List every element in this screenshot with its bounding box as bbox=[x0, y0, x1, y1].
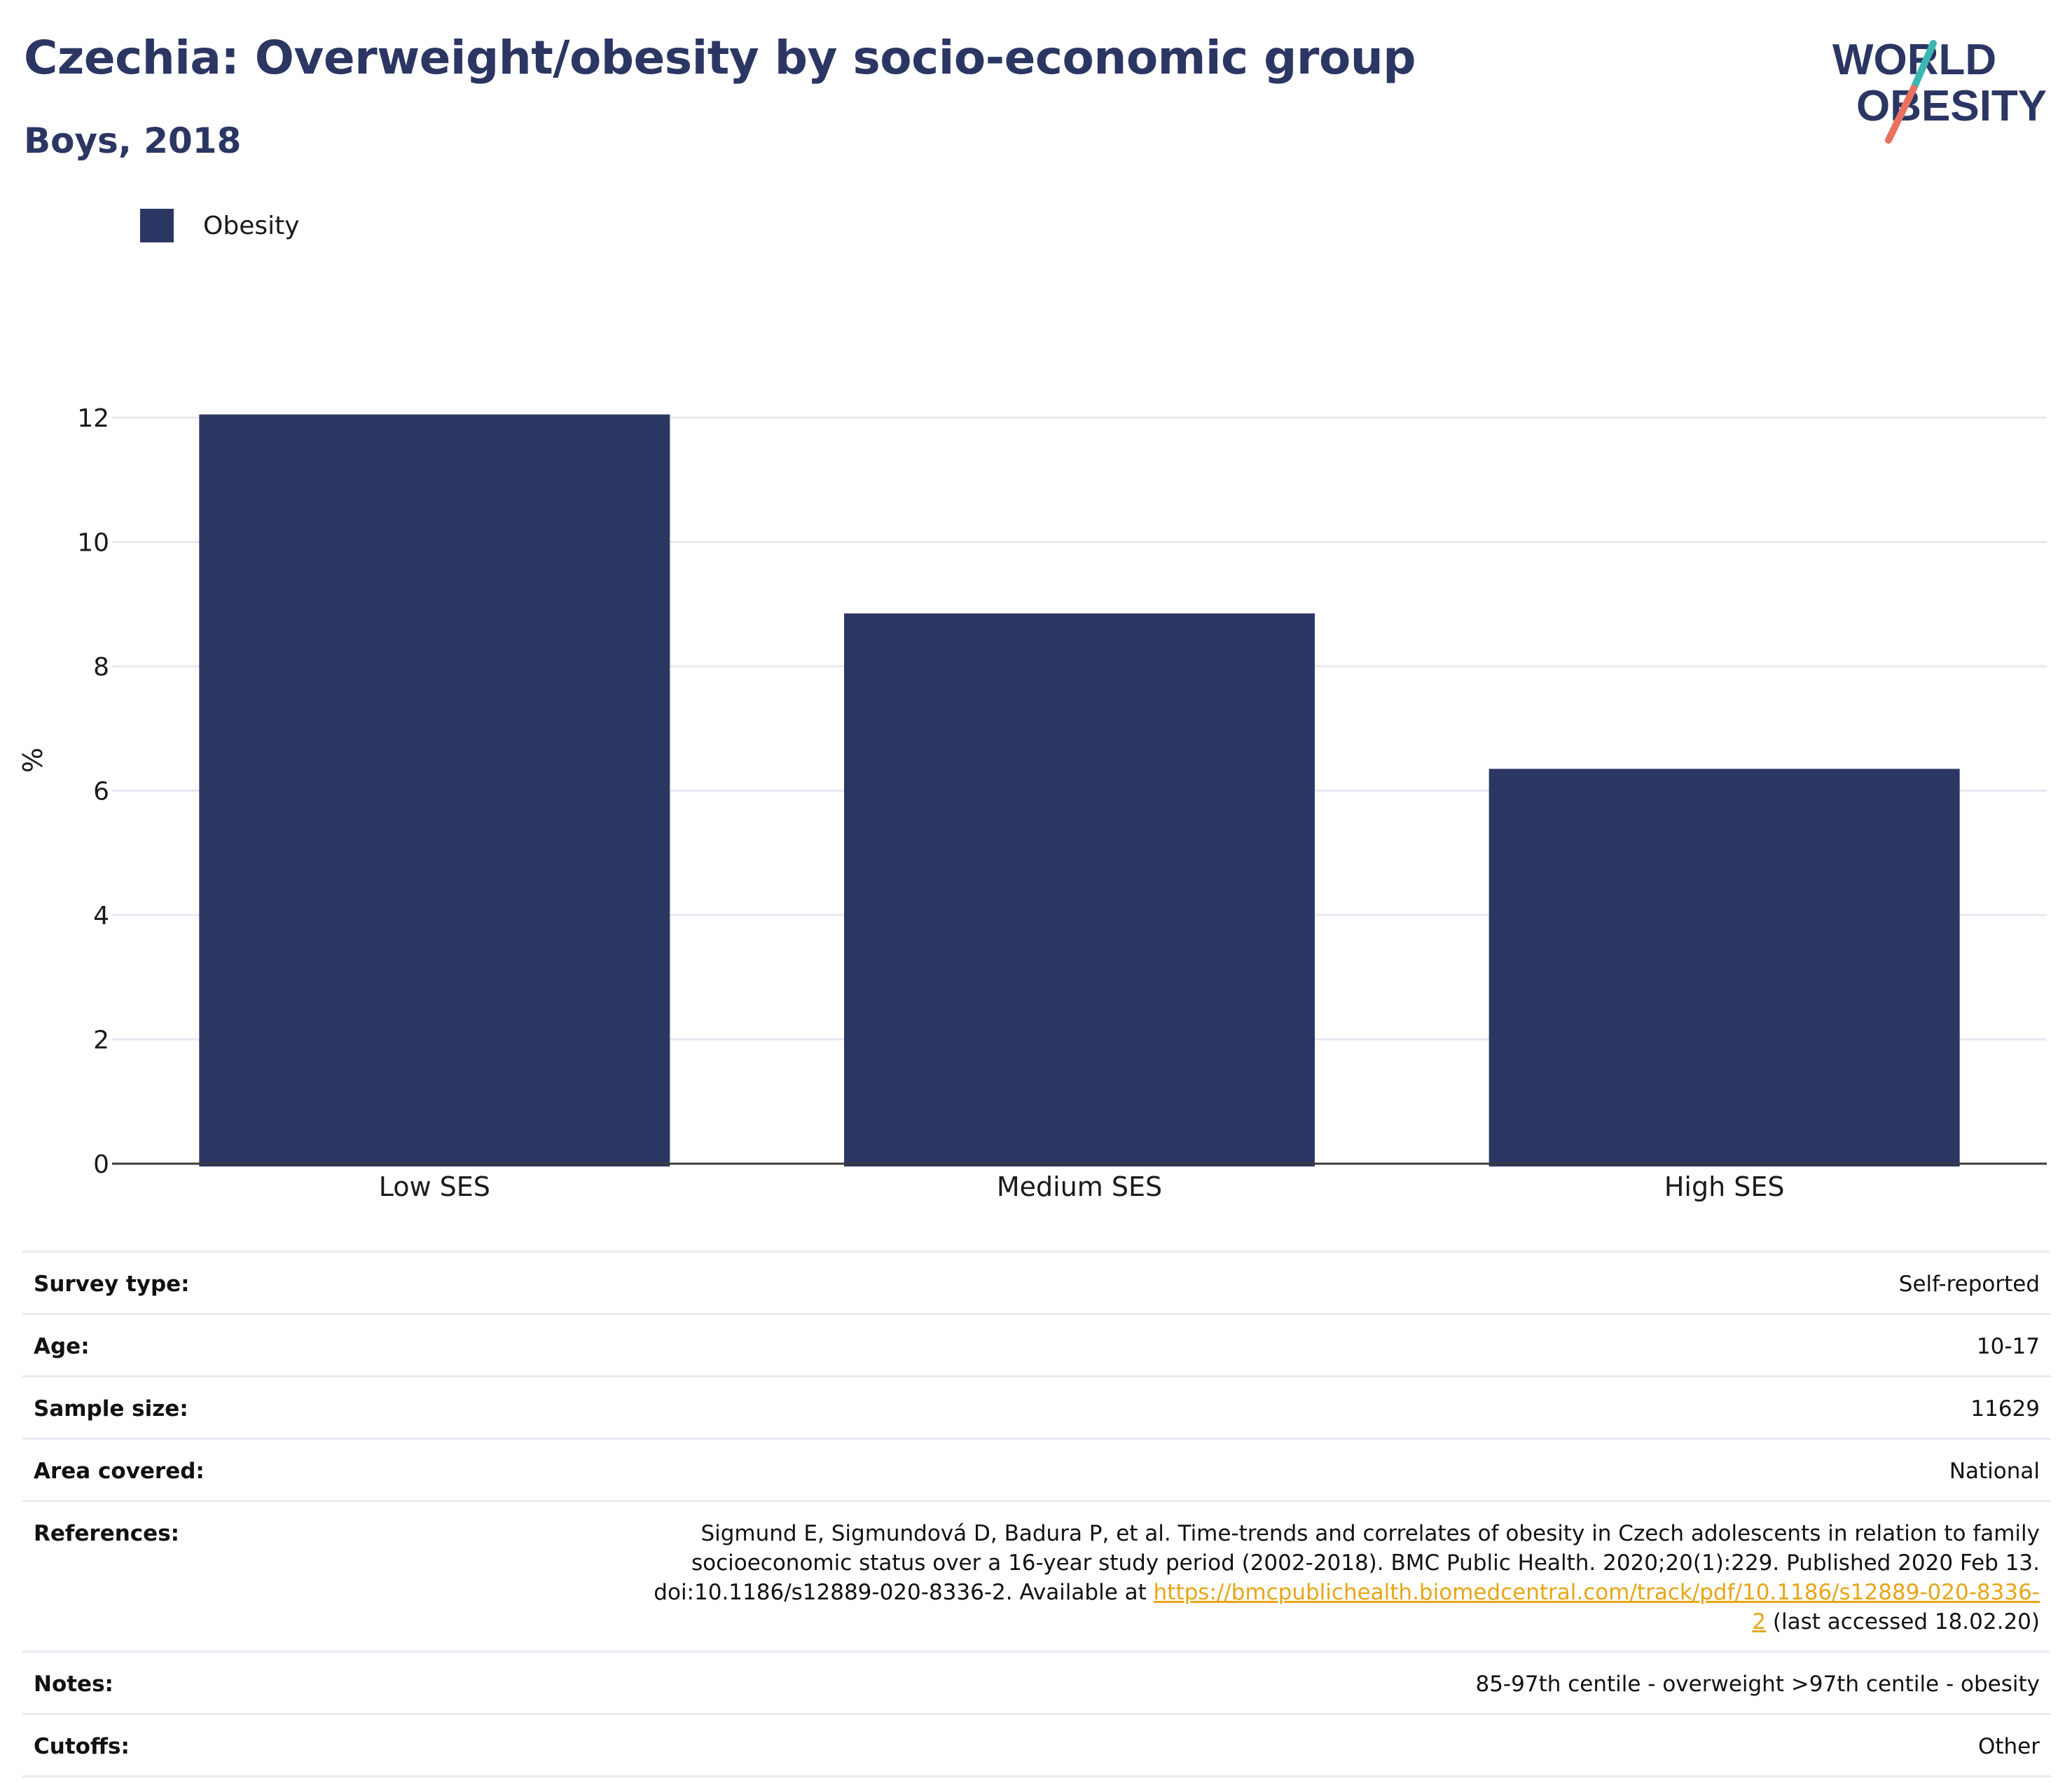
bar-high-ses bbox=[1489, 769, 1960, 1166]
meta-value-area-covered: National bbox=[1949, 1459, 2040, 1484]
y-tick-label: 12 bbox=[77, 404, 109, 433]
y-tick-label: 4 bbox=[93, 902, 109, 930]
reference-text: Sigmund E, Sigmundová D, Badura P, et al… bbox=[654, 1521, 2040, 1605]
metadata-table: Survey type: Self-reported Age: 10-17 Sa… bbox=[22, 1251, 2051, 1777]
meta-value-cutoffs: Other bbox=[1977, 1734, 2040, 1759]
chart-title: Czechia: Overweight/obesity by socio-eco… bbox=[24, 31, 1416, 85]
meta-row-references: References: Sigmund E, Sigmundová D, Bad… bbox=[22, 1500, 2051, 1651]
meta-value-notes: 85-97th centile - overweight >97th centi… bbox=[1475, 1672, 2040, 1697]
meta-value-survey-type: Self-reported bbox=[1898, 1272, 2040, 1297]
x-tick-label: Medium SES bbox=[997, 1171, 1162, 1202]
reference-link[interactable]: https://bmcpublichealth.biomedcentral.co… bbox=[1153, 1580, 2040, 1634]
meta-value-references: Sigmund E, Sigmundová D, Badura P, et al… bbox=[653, 1519, 2040, 1637]
y-tick-label: 10 bbox=[77, 529, 109, 558]
meta-key-references: References: bbox=[34, 1521, 180, 1546]
legend-swatch-obesity bbox=[140, 209, 174, 242]
world-obesity-logo: WORLD OBESITY bbox=[1832, 36, 2047, 144]
y-tick-labels: 0 2 4 6 8 10 12 bbox=[77, 404, 109, 1179]
logo-word-obesity: OBESITY bbox=[1856, 82, 2047, 130]
y-tick-label: 8 bbox=[93, 653, 109, 682]
meta-value-sample-size: 11629 bbox=[1970, 1396, 2040, 1421]
y-tick-label: 2 bbox=[93, 1026, 109, 1055]
logo-word-world: WORLD bbox=[1832, 36, 1996, 84]
y-tick-label: 6 bbox=[93, 778, 109, 806]
logo-slash-teal bbox=[1910, 40, 1937, 92]
meta-key-age: Age: bbox=[34, 1334, 90, 1359]
meta-row-age: Age: 10-17 bbox=[22, 1313, 2051, 1375]
legend[interactable]: Obesity bbox=[140, 209, 300, 242]
meta-key-area-covered: Area covered: bbox=[34, 1459, 205, 1484]
meta-row-sample-size: Sample size: 11629 bbox=[22, 1375, 2051, 1438]
meta-key-survey-type: Survey type: bbox=[34, 1272, 190, 1297]
meta-key-cutoffs: Cutoffs: bbox=[34, 1734, 130, 1759]
bar-chart: 0 2 4 6 8 10 12 Low SES Medium SES High SES % bbox=[18, 404, 2047, 1202]
bars bbox=[199, 414, 1960, 1166]
meta-row-survey-type: Survey type: Self-reported bbox=[22, 1251, 2051, 1313]
x-tick-label: Low SES bbox=[379, 1171, 490, 1202]
x-tick-labels: Low SES Medium SES High SES bbox=[379, 1171, 1785, 1202]
meta-key-sample-size: Sample size: bbox=[34, 1396, 188, 1421]
y-axis-label: % bbox=[18, 748, 48, 773]
meta-row-cutoffs: Cutoffs: Other bbox=[22, 1713, 2051, 1777]
legend-label-obesity: Obesity bbox=[203, 211, 300, 240]
reference-accessed: (last accessed 18.02.20) bbox=[1766, 1609, 2040, 1634]
meta-row-notes: Notes: 85-97th centile - overweight >97t… bbox=[22, 1651, 2051, 1713]
bar-medium-ses bbox=[844, 613, 1315, 1166]
chart-subtitle: Boys, 2018 bbox=[24, 121, 242, 161]
y-tick-label: 0 bbox=[93, 1150, 109, 1179]
meta-row-area-covered: Area covered: National bbox=[22, 1438, 2051, 1500]
x-tick-label: High SES bbox=[1664, 1171, 1785, 1202]
bar-low-ses bbox=[199, 414, 670, 1166]
logo-slash-coral bbox=[1885, 85, 1917, 144]
meta-value-age: 10-17 bbox=[1976, 1334, 2040, 1359]
meta-key-notes: Notes: bbox=[34, 1672, 113, 1697]
